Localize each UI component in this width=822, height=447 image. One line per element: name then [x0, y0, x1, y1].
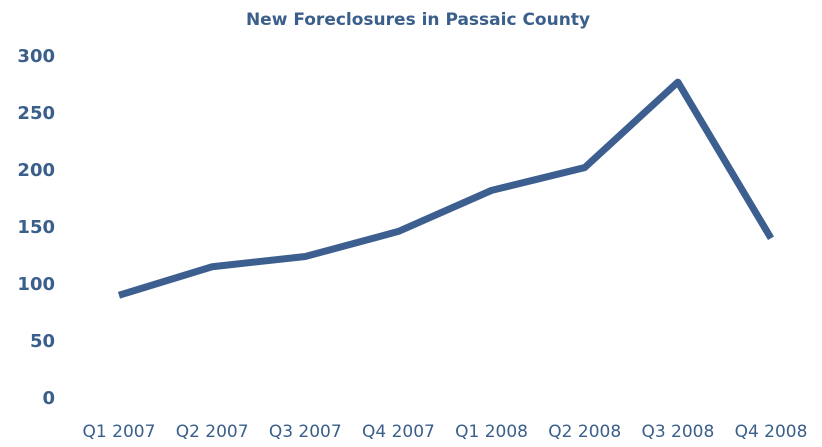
y-tick-label: 100 — [17, 274, 55, 295]
y-tick-label: 250 — [17, 103, 55, 124]
chart-title: New Foreclosures in Passaic County — [246, 10, 590, 30]
y-tick-label: 150 — [17, 217, 55, 238]
y-tick-label: 50 — [30, 331, 55, 352]
x-tick-label: Q3 2007 — [269, 422, 342, 442]
y-tick-label: 200 — [17, 160, 55, 181]
x-tick-label: Q2 2008 — [548, 422, 621, 442]
x-tick-label: Q4 2008 — [735, 422, 808, 442]
x-tick-label: Q3 2008 — [641, 422, 714, 442]
x-tick-label: Q1 2007 — [83, 422, 156, 442]
x-tick-label: Q1 2008 — [455, 422, 528, 442]
y-tick-label: 300 — [17, 46, 55, 67]
x-tick-label: Q4 2007 — [362, 422, 435, 442]
line-series — [117, 78, 775, 299]
y-tick-label: 0 — [42, 388, 55, 409]
x-tick-label: Q2 2007 — [176, 422, 249, 442]
